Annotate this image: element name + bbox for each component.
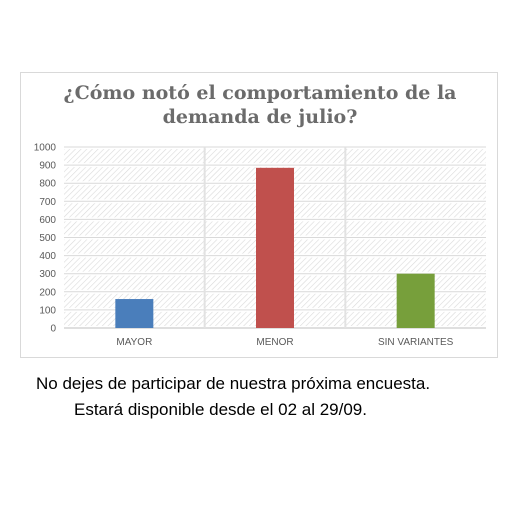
chart-container: ¿Cómo notó el comportamiento de la deman… (20, 72, 498, 358)
x-tick-label: MAYOR (116, 337, 152, 348)
bar-mayor (115, 299, 154, 328)
category-divider (344, 147, 347, 328)
chart-title-line-2: demanda de julio? (162, 106, 358, 128)
y-tick-label: 1000 (34, 143, 57, 154)
y-tick-label: 300 (39, 269, 56, 280)
bar-chart: 0 100 200 300 400 500 600 700 800 900 1000 MAYOR ME… (34, 143, 486, 348)
y-tick-label: 500 (39, 233, 56, 244)
grid-band (64, 149, 486, 164)
bar-menor (256, 167, 294, 328)
y-tick-label: 900 (39, 161, 56, 172)
x-tick-label: SIN VARIANTES (378, 337, 454, 348)
y-tick-label: 600 (39, 215, 56, 226)
chart-title-line-1: ¿Cómo notó el comportamiento de la (63, 82, 457, 104)
x-axis-ticks: MAYOR MENOR SIN VARIANTES (116, 337, 453, 348)
y-tick-label: 200 (39, 287, 56, 298)
y-tick-label: 0 (50, 324, 56, 335)
footer-message-line-2: Estará disponible desde el 02 al 29/09. (74, 400, 367, 419)
y-tick-label: 100 (39, 305, 56, 316)
footer-message-line-1: No dejes de participar de nuestra próxim… (36, 374, 431, 393)
y-tick-label: 400 (39, 251, 56, 262)
category-divider (203, 147, 206, 328)
y-tick-label: 800 (39, 179, 56, 190)
chart-title: ¿Cómo notó el comportamiento de la deman… (21, 81, 499, 129)
x-tick-label: MENOR (256, 337, 293, 348)
y-axis-ticks: 0 100 200 300 400 500 600 700 800 900 1000 (34, 143, 57, 335)
bar-sin-variantes (396, 273, 435, 328)
y-tick-label: 700 (39, 197, 56, 208)
bars (115, 167, 435, 328)
